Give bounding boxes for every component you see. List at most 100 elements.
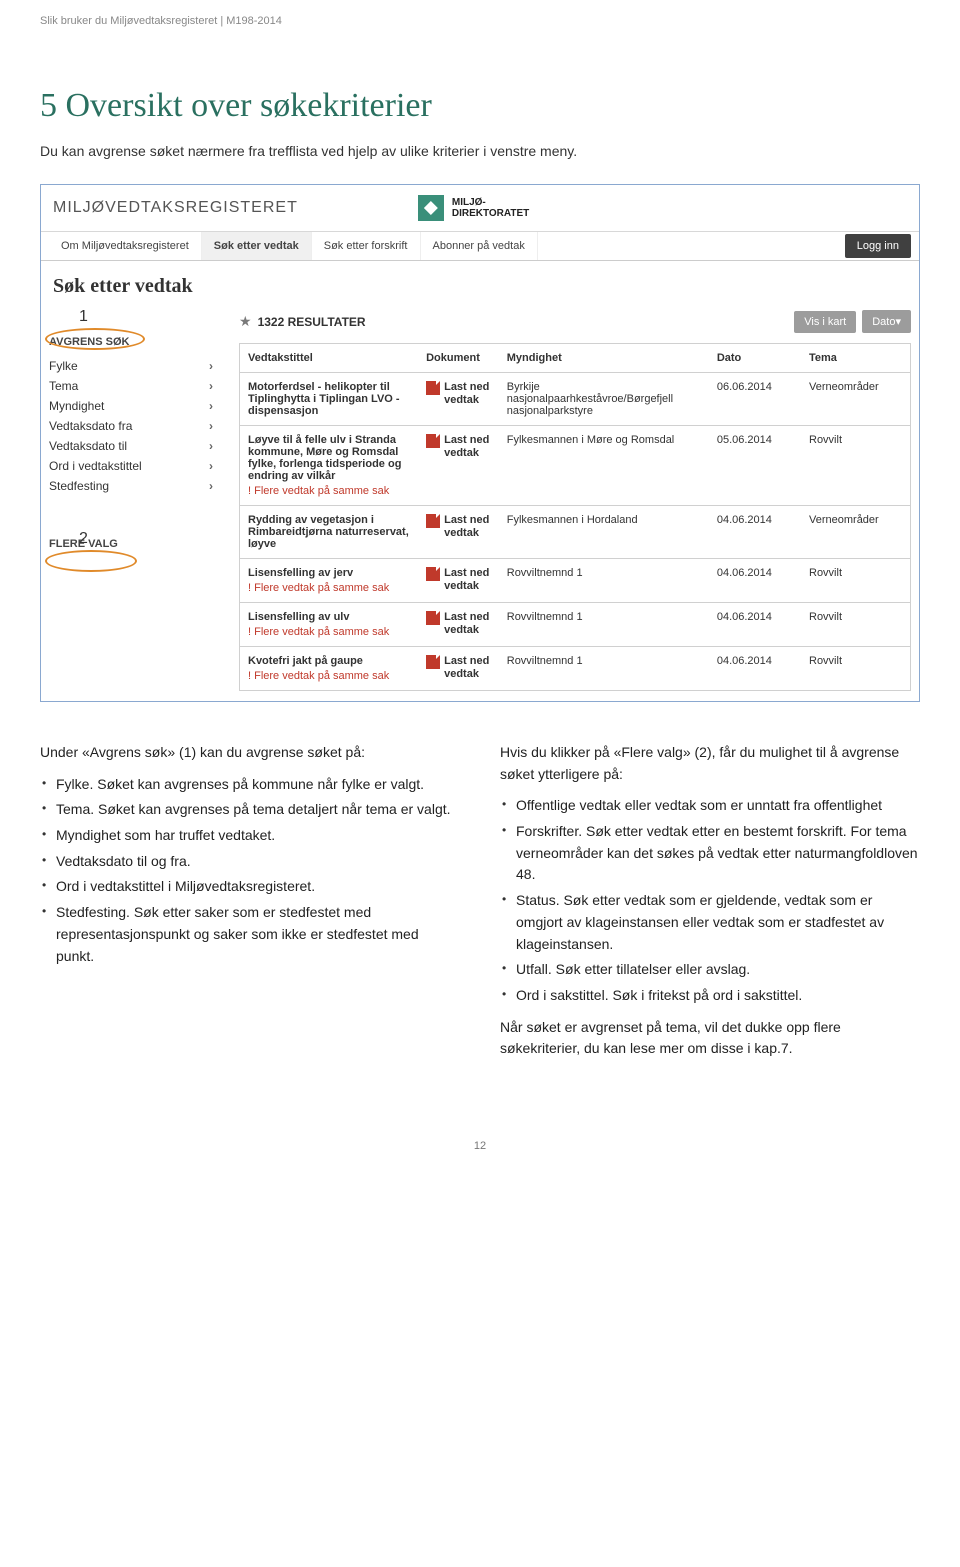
filter-fylke[interactable]: Fylke› bbox=[49, 356, 219, 376]
download-label: Last ned vedtak bbox=[444, 434, 491, 460]
table-header-row: Vedtakstittel Dokument Myndighet Dato Te… bbox=[240, 344, 911, 373]
table-row[interactable]: Kvotefri jakt på gaupe ! Flere vedtak på … bbox=[240, 647, 911, 691]
cell-myndighet: Fylkesmannen i Hordaland bbox=[499, 506, 709, 559]
cell-tema: Verneområder bbox=[801, 373, 911, 426]
vis-kart-button[interactable]: Vis i kart bbox=[794, 311, 856, 333]
brand-logo: MILJØ- DIREKTORATET bbox=[418, 195, 529, 221]
chevron-right-icon: › bbox=[209, 459, 213, 473]
filter-ord-label: Ord i vedtakstittel bbox=[49, 459, 142, 473]
download-label: Last ned vedtak bbox=[444, 514, 491, 540]
download-label: Last ned vedtak bbox=[444, 655, 491, 681]
vedtak-title: Løyve til å felle ulv i Stranda kommune,… bbox=[248, 434, 410, 482]
filter-ord[interactable]: Ord i vedtakstittel › bbox=[49, 456, 219, 476]
list-item: Vedtaksdato til og fra. bbox=[40, 851, 460, 873]
filter-sted-label: Stedfesting bbox=[49, 479, 109, 493]
chevron-right-icon: › bbox=[209, 379, 213, 393]
nav-om[interactable]: Om Miljøvedtaksregisteret bbox=[49, 232, 202, 260]
results-bar: ★ 1322 RESULTATER Vis i kart Dato▾ bbox=[239, 310, 911, 333]
list-item: Utfall. Søk etter tillatelser eller avsl… bbox=[500, 959, 920, 981]
left-p1: Under «Avgrens søk» (1) kan du avgrense … bbox=[40, 742, 460, 764]
vedtak-title: Rydding av vegetasjon i Rimbareidtjørna … bbox=[248, 514, 410, 550]
list-item: Tema. Søket kan avgrenses på tema detalj… bbox=[40, 799, 460, 821]
pdf-icon bbox=[426, 611, 440, 625]
left-list: Fylke. Søket kan avgrenses på kommune nå… bbox=[40, 774, 460, 968]
nav-abonner[interactable]: Abonner på vedtak bbox=[421, 232, 538, 260]
download-link[interactable]: Last ned vedtak bbox=[426, 655, 491, 681]
download-label: Last ned vedtak bbox=[444, 611, 491, 637]
table-row[interactable]: Lisensfelling av jerv! Flere vedtak på s… bbox=[240, 559, 911, 603]
pdf-icon bbox=[426, 655, 440, 669]
cell-dato: 04.06.2014 bbox=[709, 603, 801, 647]
cell-dato: 04.06.2014 bbox=[709, 506, 801, 559]
list-item: Stedfesting. Søk etter saker som er sted… bbox=[40, 902, 460, 967]
flere-note: ! Flere vedtak på samme sak bbox=[248, 670, 410, 682]
filter-list: Fylke› Tema› Myndighet› Vedtaksdato fra›… bbox=[49, 356, 219, 496]
pdf-icon bbox=[426, 567, 440, 581]
filter-myndighet[interactable]: Myndighet› bbox=[49, 396, 219, 416]
table-row[interactable]: Rydding av vegetasjon i Rimbareidtjørna … bbox=[240, 506, 911, 559]
list-item: Ord i sakstittel. Søk i fritekst på ord … bbox=[500, 985, 920, 1007]
download-link[interactable]: Last ned vedtak bbox=[426, 514, 491, 540]
app-screenshot: MILJØVEDTAKSREGISTERET MILJØ- DIREKTORAT… bbox=[40, 184, 920, 702]
filter-dato-fra[interactable]: Vedtaksdato fra› bbox=[49, 416, 219, 436]
cell-tittel: Lisensfelling av jerv! Flere vedtak på s… bbox=[240, 559, 419, 603]
col-myndighet: Myndighet bbox=[499, 344, 709, 373]
table-row[interactable]: Motorferdsel - helikopter til Tiplinghyt… bbox=[240, 373, 911, 426]
callout-2: 2 bbox=[79, 530, 88, 548]
col-dato: Dato bbox=[709, 344, 801, 373]
filter-tema[interactable]: Tema › bbox=[49, 376, 219, 396]
nav-sok-vedtak[interactable]: Søk etter vedtak bbox=[202, 232, 312, 260]
download-label: Last ned vedtak bbox=[444, 381, 491, 407]
filter-dato-til[interactable]: Vedtaksdato til› bbox=[49, 436, 219, 456]
cell-dokument: Last ned vedtak bbox=[418, 647, 499, 691]
table-row[interactable]: Løyve til å felle ulv i Stranda kommune,… bbox=[240, 426, 911, 506]
dato-sort-button[interactable]: Dato▾ bbox=[862, 310, 911, 333]
cell-dokument: Last ned vedtak bbox=[418, 559, 499, 603]
brand-line-1: MILJØ- bbox=[452, 197, 486, 208]
results-count: 1322 RESULTATER bbox=[258, 315, 789, 329]
cell-tema: Rovvilt bbox=[801, 426, 911, 506]
list-item: Forskrifter. Søk etter vedtak etter en b… bbox=[500, 821, 920, 886]
cell-dato: 05.06.2014 bbox=[709, 426, 801, 506]
list-item: Myndighet som har truffet vedtaket. bbox=[40, 825, 460, 847]
filter-dato-fra-label: Vedtaksdato fra bbox=[49, 419, 132, 433]
vedtak-title: Lisensfelling av jerv bbox=[248, 567, 410, 579]
app-nav: Om Miljøvedtaksregisteret Søk etter vedt… bbox=[41, 232, 919, 261]
flere-note: ! Flere vedtak på samme sak bbox=[248, 626, 410, 638]
cell-dokument: Last ned vedtak bbox=[418, 373, 499, 426]
filter-sidebar: 1 AVGRENS SØK Fylke› Tema› Myndighet› Ve… bbox=[49, 306, 219, 691]
running-header: Slik bruker du Miljøvedtaksregisteret | … bbox=[40, 0, 920, 87]
filter-tema-label: Tema bbox=[49, 379, 78, 393]
pdf-icon bbox=[426, 381, 440, 395]
cell-dato: 04.06.2014 bbox=[709, 559, 801, 603]
list-item: Ord i vedtakstittel i Miljøvedtaksregist… bbox=[40, 876, 460, 898]
nav-sok-forskrift[interactable]: Søk etter forskrift bbox=[312, 232, 421, 260]
col-tittel: Vedtakstittel bbox=[240, 344, 419, 373]
vedtak-title: Kvotefri jakt på gaupe bbox=[248, 655, 410, 667]
app-title: MILJØVEDTAKSREGISTERET bbox=[53, 199, 298, 217]
cell-dokument: Last ned vedtak bbox=[418, 603, 499, 647]
cell-tema: Verneområder bbox=[801, 506, 911, 559]
intro-paragraph: Du kan avgrense søket nærmere fra treffl… bbox=[40, 143, 920, 159]
right-p1: Hvis du klikker på «Flere valg» (2), får… bbox=[500, 742, 920, 785]
table-row[interactable]: Lisensfelling av ulv! Flere vedtak på sa… bbox=[240, 603, 911, 647]
callout-1: 1 bbox=[79, 308, 88, 326]
callout-oval-2 bbox=[45, 550, 137, 572]
body-col-right: Hvis du klikker på «Flere valg» (2), får… bbox=[500, 742, 920, 1070]
chevron-right-icon: › bbox=[209, 359, 213, 373]
cell-dokument: Last ned vedtak bbox=[418, 506, 499, 559]
download-link[interactable]: Last ned vedtak bbox=[426, 381, 491, 407]
list-item: Fylke. Søket kan avgrenses på kommune nå… bbox=[40, 774, 460, 796]
list-item: Offentlige vedtak eller vedtak som er un… bbox=[500, 795, 920, 817]
body-col-left: Under «Avgrens søk» (1) kan du avgrense … bbox=[40, 742, 460, 1070]
filter-sted[interactable]: Stedfesting › bbox=[49, 476, 219, 496]
vedtak-title: Motorferdsel - helikopter til Tiplinghyt… bbox=[248, 381, 410, 417]
login-button[interactable]: Logg inn bbox=[845, 234, 911, 258]
cell-tittel: Løyve til å felle ulv i Stranda kommune,… bbox=[240, 426, 419, 506]
download-link[interactable]: Last ned vedtak bbox=[426, 567, 491, 593]
download-label: Last ned vedtak bbox=[444, 567, 491, 593]
content-row: 1 AVGRENS SØK Fylke› Tema› Myndighet› Ve… bbox=[41, 306, 919, 701]
download-link[interactable]: Last ned vedtak bbox=[426, 611, 491, 637]
download-link[interactable]: Last ned vedtak bbox=[426, 434, 491, 460]
chevron-right-icon: › bbox=[209, 479, 213, 493]
